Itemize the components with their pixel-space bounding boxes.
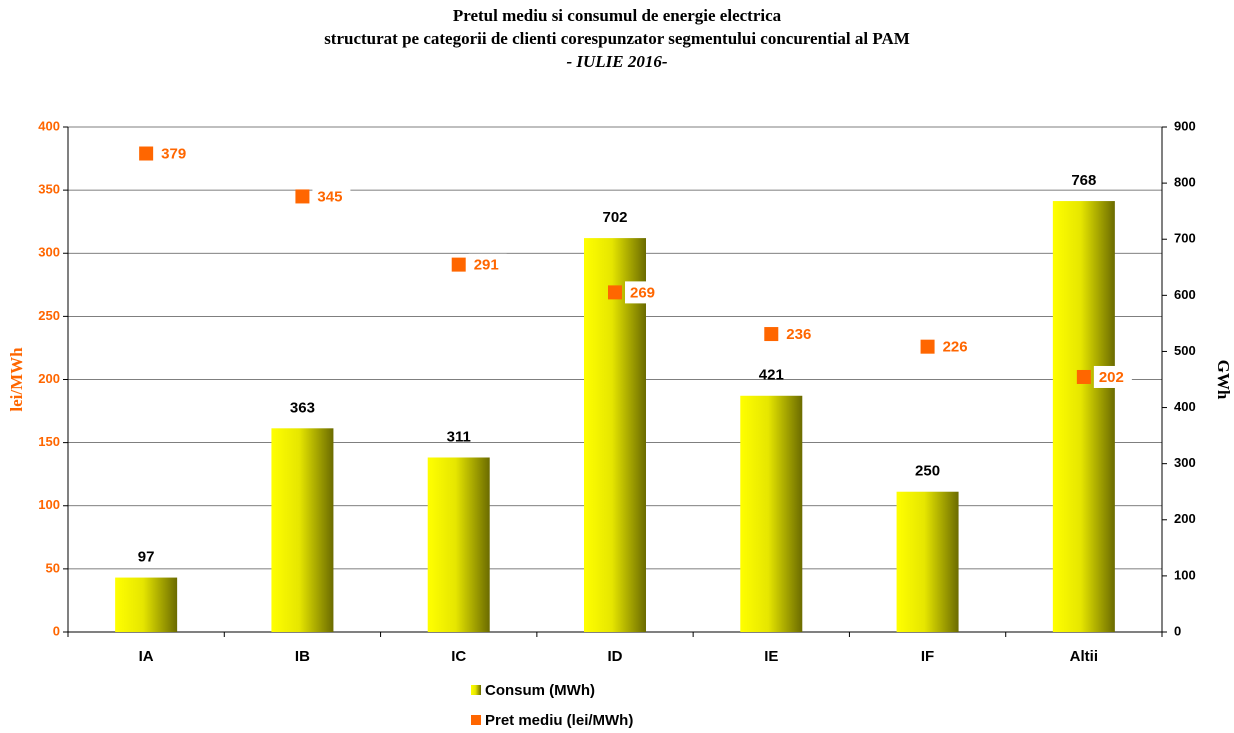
marker-value-label: 379 bbox=[161, 145, 186, 162]
y-tick-label: 100 bbox=[38, 497, 60, 512]
y2-tick-label: 300 bbox=[1174, 455, 1196, 470]
marker-value-label: 345 bbox=[317, 188, 342, 205]
marker-value-label: 291 bbox=[474, 257, 499, 274]
y-tick-label: 150 bbox=[38, 434, 60, 449]
x-tick-label: ID bbox=[608, 648, 623, 665]
legend-label: Consum (MWh) bbox=[485, 682, 595, 699]
y-tick-label: 50 bbox=[46, 560, 60, 575]
legend-swatch bbox=[471, 715, 481, 725]
y2-tick-label: 200 bbox=[1174, 511, 1196, 526]
marker bbox=[1076, 369, 1091, 384]
chart-title: Pretul mediu si consumul de energie elec… bbox=[453, 6, 782, 25]
marker-value-label: 236 bbox=[786, 326, 811, 343]
bar bbox=[427, 457, 490, 632]
bar-value-label: 768 bbox=[1071, 172, 1096, 189]
y2-tick-label: 900 bbox=[1174, 118, 1196, 133]
bar bbox=[115, 577, 178, 632]
x-tick-label: IB bbox=[295, 648, 310, 665]
y-tick-label: 300 bbox=[38, 245, 60, 260]
legend-swatch bbox=[471, 685, 481, 695]
bar-value-label: 311 bbox=[447, 428, 471, 445]
y-tick-label: 0 bbox=[53, 623, 60, 638]
bar-value-label: 250 bbox=[915, 463, 940, 480]
x-tick-label: Altii bbox=[1070, 648, 1098, 665]
label-bg bbox=[1093, 365, 1132, 388]
legend-label: Pret mediu (lei/MWh) bbox=[485, 712, 633, 729]
y2-tick-label: 800 bbox=[1174, 175, 1196, 190]
y2-tick-label: 0 bbox=[1174, 623, 1181, 638]
marker bbox=[608, 285, 622, 300]
x-tick-label: IA bbox=[139, 648, 154, 665]
y-tick-label: 350 bbox=[38, 182, 60, 197]
y2-tick-label: 100 bbox=[1174, 567, 1196, 582]
label-bg bbox=[468, 253, 507, 276]
y2-tick-label: 700 bbox=[1174, 231, 1196, 246]
y2-tick-label: 600 bbox=[1174, 287, 1196, 302]
marker-value-label: 226 bbox=[943, 339, 968, 356]
y2-tick-label: 500 bbox=[1174, 343, 1196, 358]
y-tick-label: 200 bbox=[38, 371, 60, 386]
x-tick-label: IF bbox=[921, 648, 934, 665]
y2-tick-label: 400 bbox=[1174, 399, 1196, 414]
marker bbox=[764, 327, 779, 342]
label-bg bbox=[312, 185, 351, 208]
bar-value-label: 421 bbox=[759, 367, 784, 384]
x-tick-label: IC bbox=[451, 648, 466, 665]
chart-subtitle: structurat pe categorii de clienti cores… bbox=[324, 29, 910, 48]
marker-value-label: 202 bbox=[1099, 369, 1124, 386]
bar-value-label: 363 bbox=[290, 399, 315, 416]
y-axis-label: lei/MWh bbox=[7, 347, 26, 412]
bar bbox=[271, 428, 334, 632]
x-tick-label: IE bbox=[764, 648, 778, 665]
bar bbox=[584, 238, 646, 632]
label-bg bbox=[625, 281, 663, 304]
bar bbox=[740, 395, 803, 632]
y-tick-label: 250 bbox=[38, 308, 60, 323]
label-bg bbox=[937, 335, 976, 358]
marker bbox=[295, 189, 310, 204]
marker-value-label: 269 bbox=[630, 284, 655, 301]
label-bg bbox=[156, 142, 195, 165]
label-bg bbox=[781, 323, 820, 346]
marker bbox=[920, 339, 935, 354]
y-tick-label: 400 bbox=[38, 118, 60, 133]
bar bbox=[896, 491, 959, 632]
chart-date: - IULIE 2016- bbox=[566, 52, 667, 71]
y2-axis-label: GWh bbox=[1214, 360, 1233, 400]
marker bbox=[451, 257, 466, 272]
bar-value-label: 97 bbox=[138, 549, 155, 566]
bar-value-label: 702 bbox=[602, 209, 627, 226]
bar bbox=[1052, 201, 1115, 633]
marker bbox=[139, 146, 154, 161]
